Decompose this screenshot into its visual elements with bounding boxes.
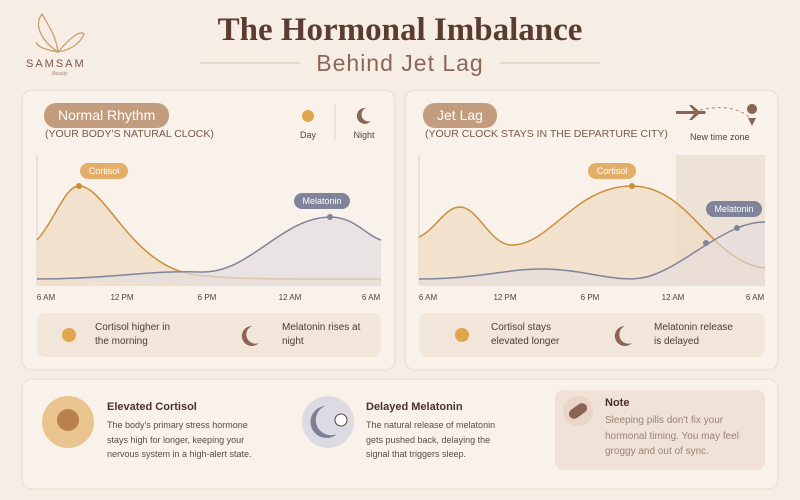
moon-icon <box>310 406 337 438</box>
brand-name: SAMSAM <box>26 58 86 70</box>
peak-dot <box>327 214 333 220</box>
x-label: 6 AM <box>418 293 438 302</box>
x-label: 12 PM <box>110 293 134 302</box>
note-box <box>419 313 765 357</box>
card-text: Sleeping pills don't fix your hormonal t… <box>605 415 739 457</box>
plane-icon <box>676 105 706 120</box>
peak-dot <box>76 183 82 189</box>
brand-tagline: Beauty <box>52 71 68 77</box>
flight-path <box>699 107 751 119</box>
melatonin-area <box>37 217 381 285</box>
dot <box>734 225 740 231</box>
note-card <box>555 390 765 470</box>
x-label: 12 PM <box>493 293 517 302</box>
peak-dot <box>629 183 635 189</box>
card-title: Elevated Cortisol <box>107 401 197 413</box>
chart-left <box>36 155 382 286</box>
panel-subtitle: (YOUR CLOCK STAYS IN THE DEPARTURE CITY) <box>425 128 668 140</box>
x-label: 6 PM <box>580 293 600 302</box>
note-text: Melatonin rises at night <box>282 322 361 347</box>
x-label: 12 AM <box>278 293 302 302</box>
panel-subtitle: (YOUR BODY'S NATURAL CLOCK) <box>45 128 214 140</box>
melatonin-area <box>419 222 765 285</box>
label-bg <box>706 201 762 217</box>
legend-night: Night <box>353 130 375 140</box>
chart-right <box>418 155 766 286</box>
sun-icon <box>62 328 76 342</box>
cortisol-area <box>419 186 765 285</box>
note-text: Cortisol stays elevated longer <box>491 322 560 347</box>
curve-label: Melatonin <box>302 196 342 206</box>
x-label: 6 AM <box>745 293 765 302</box>
x-label: 6 AM <box>36 293 56 302</box>
subtitle: Behind Jet Lag <box>316 50 484 76</box>
legend-day: Day <box>299 130 316 140</box>
panel-title: Jet Lag <box>423 103 497 128</box>
note-box <box>37 313 381 357</box>
cortisol-area <box>37 186 381 285</box>
pin-icon <box>747 104 758 126</box>
curve-label: Melatonin <box>714 204 754 214</box>
curve-label: Cortisol <box>88 166 120 176</box>
pill-icon <box>568 403 588 419</box>
card-text: The body's primary stress hormone stays … <box>107 420 252 459</box>
curve-label: Cortisol <box>596 166 628 176</box>
clock-icon <box>334 413 348 427</box>
panel-title: Normal Rhythm <box>44 103 170 128</box>
label-bg <box>588 163 636 179</box>
label-bg <box>80 163 128 179</box>
note-text: Melatonin release is delayed <box>654 322 733 347</box>
card-title: Note <box>605 397 630 409</box>
note-text: Cortisol higher in the morning <box>95 322 171 347</box>
card-text: The natural release of melatonin gets pu… <box>366 420 496 459</box>
sun-icon <box>302 110 314 122</box>
dot <box>703 240 709 246</box>
melatonin-line <box>36 216 382 280</box>
card-title: Delayed Melatonin <box>366 401 463 413</box>
legend-timezone: New time zone <box>690 132 750 142</box>
melatonin-line <box>418 221 766 280</box>
title: The Hormonal Imbalance <box>217 12 583 48</box>
x-label: 6 AM <box>361 293 381 302</box>
panel <box>21 89 396 371</box>
head-icon <box>57 409 79 431</box>
sun-icon <box>455 328 469 342</box>
label-bg <box>294 193 350 209</box>
moon-icon <box>356 107 371 124</box>
x-label: 12 AM <box>661 293 685 302</box>
melatonin-icon <box>302 396 354 448</box>
cortisol-line <box>418 185 766 269</box>
moon-icon <box>241 325 259 346</box>
logo-icon <box>35 12 85 54</box>
moon-icon <box>614 325 632 346</box>
x-label: 6 PM <box>197 293 217 302</box>
